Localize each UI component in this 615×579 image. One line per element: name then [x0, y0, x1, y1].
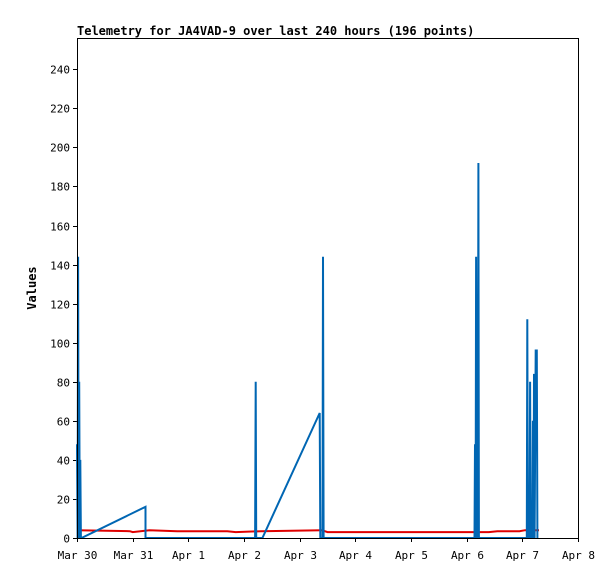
chart-title: Telemetry for JA4VAD-9 over last 240 hou…: [77, 24, 474, 38]
series-line-1: [76, 162, 539, 539]
y-tick-label: 200: [50, 142, 70, 155]
x-tick-label: Mar 30: [58, 549, 98, 562]
x-tick-label: Mar 31: [114, 549, 154, 562]
y-tick-label: 60: [57, 416, 70, 429]
y-tick-label: 120: [50, 299, 70, 312]
y-tick-label: 220: [50, 103, 70, 116]
y-axis-label: Values: [25, 266, 39, 309]
y-tick-label: 140: [50, 260, 70, 273]
x-tick-label: Apr 6: [451, 549, 484, 562]
y-tick-label: 40: [57, 455, 70, 468]
y-axis: 0 20 40 60 80 100 120 140 160 180 200 220 240: [50, 64, 77, 546]
y-tick-label: 160: [50, 221, 70, 234]
y-tick-label: 20: [57, 494, 70, 507]
x-tick-label: Apr 5: [395, 549, 428, 562]
y-tick-label: 0: [63, 533, 70, 546]
x-tick-label: Apr 7: [506, 549, 539, 562]
x-tick-label: Apr 2: [228, 549, 261, 562]
x-axis: Mar 30 Mar 31 Apr 1 Apr 2 Apr 3 Apr 4 Apr 5 Apr…: [58, 538, 595, 562]
y-tick-label: 180: [50, 181, 70, 194]
y-tick-label: 100: [50, 338, 70, 351]
y-tick-label: 240: [50, 64, 70, 77]
x-tick-label: Apr 4: [339, 549, 372, 562]
plot-frame: [77, 38, 579, 539]
y-tick-label: 80: [57, 377, 70, 390]
x-tick-label: Apr 1: [172, 549, 205, 562]
x-tick-label: Apr 3: [284, 549, 317, 562]
series-layer: [76, 162, 539, 539]
x-tick-label: Apr 8: [562, 549, 595, 562]
